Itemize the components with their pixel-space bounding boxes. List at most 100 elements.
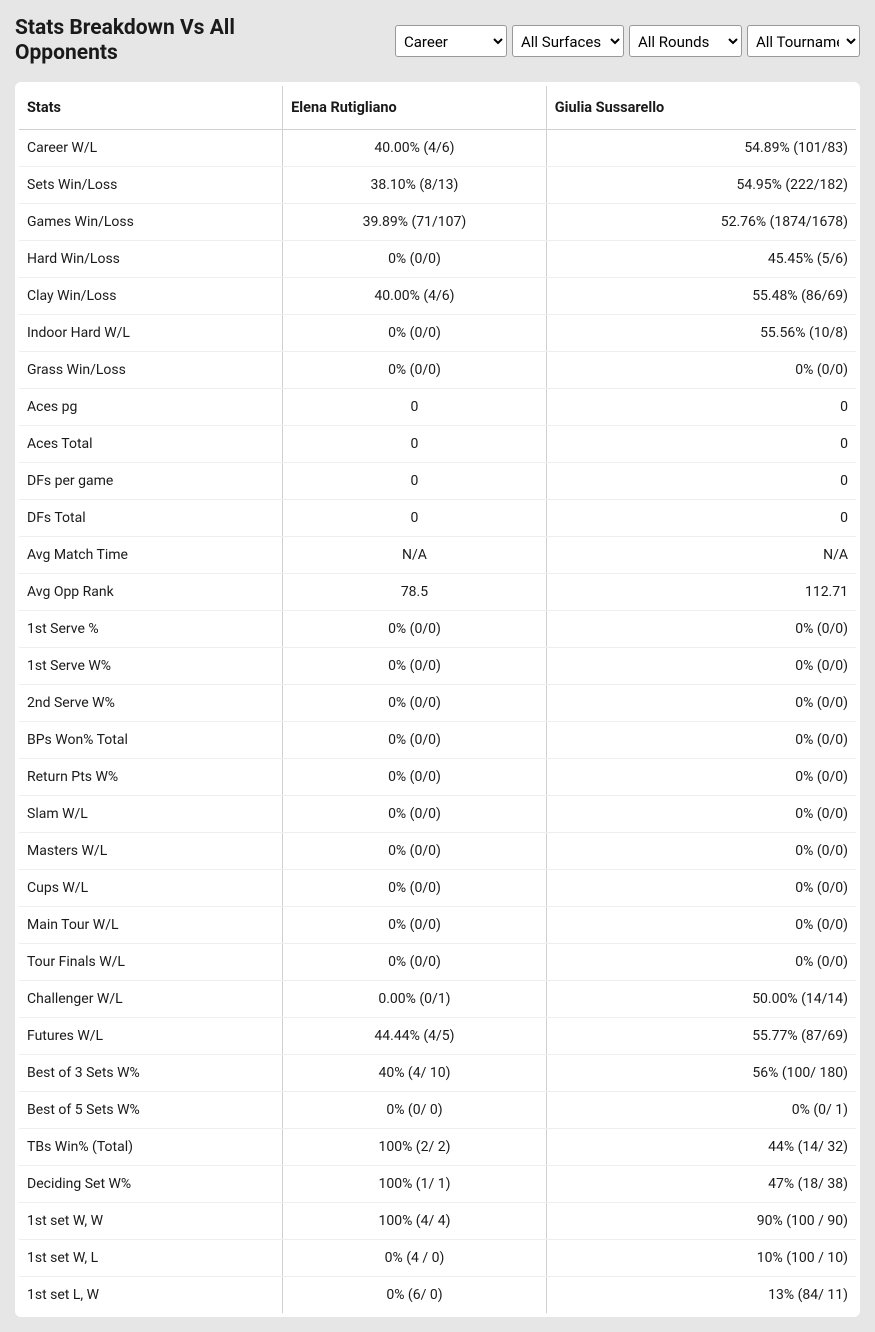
- surface-select[interactable]: All Surfaces: [512, 25, 624, 57]
- stat-value: 40.00% (4/6): [283, 278, 547, 315]
- stat-value: 0: [546, 389, 856, 426]
- stat-label: Aces pg: [19, 389, 283, 426]
- table-row: TBs Win% (Total)100% (2/ 2)44% (14/ 32): [19, 1129, 856, 1166]
- page-title: Stats Breakdown Vs All Opponents: [15, 16, 315, 66]
- stat-label: Avg Match Time: [19, 537, 283, 574]
- stat-value: 0% (0/0): [283, 796, 547, 833]
- stat-label: Avg Opp Rank: [19, 574, 283, 611]
- stat-label: Main Tour W/L: [19, 907, 283, 944]
- stat-value: 56% (100/ 180): [546, 1055, 856, 1092]
- table-row: Best of 5 Sets W%0% (0/ 0)0% (0/ 1): [19, 1092, 856, 1129]
- stat-value: 100% (1/ 1): [283, 1166, 547, 1203]
- stat-label: DFs per game: [19, 463, 283, 500]
- stat-value: 0% (0/0): [283, 833, 547, 870]
- stat-value: 10% (100 / 10): [546, 1240, 856, 1277]
- stat-value: 0% (0/0): [283, 907, 547, 944]
- stat-label: Grass Win/Loss: [19, 352, 283, 389]
- stat-value: 0% (0/0): [283, 648, 547, 685]
- stat-label: Indoor Hard W/L: [19, 315, 283, 352]
- table-row: Masters W/L0% (0/0)0% (0/0): [19, 833, 856, 870]
- round-select[interactable]: All Rounds: [629, 25, 742, 57]
- table-row: Cups W/L0% (0/0)0% (0/0): [19, 870, 856, 907]
- stat-label: Clay Win/Loss: [19, 278, 283, 315]
- table-row: DFs Total00: [19, 500, 856, 537]
- stat-value: 0% (0/ 0): [283, 1092, 547, 1129]
- stat-value: 45.45% (5/6): [546, 241, 856, 278]
- stat-value: 0: [546, 426, 856, 463]
- stat-label: 1st Serve %: [19, 611, 283, 648]
- col-header-stats: Stats: [19, 86, 283, 130]
- table-row: Futures W/L44.44% (4/5)55.77% (87/69): [19, 1018, 856, 1055]
- stat-value: 0% (0/0): [546, 611, 856, 648]
- stat-label: Return Pts W%: [19, 759, 283, 796]
- stat-label: Career W/L: [19, 130, 283, 167]
- stat-value: 0% (0/0): [283, 944, 547, 981]
- table-row: Tour Finals W/L0% (0/0)0% (0/0): [19, 944, 856, 981]
- col-header-player1: Elena Rutigliano: [283, 86, 547, 130]
- tournament-select[interactable]: All Tournaments: [747, 25, 860, 57]
- stat-value: 40% (4/ 10): [283, 1055, 547, 1092]
- career-select[interactable]: Career: [395, 25, 507, 57]
- stat-value: 0: [283, 426, 547, 463]
- col-header-player2: Giulia Sussarello: [546, 86, 856, 130]
- stat-value: 54.95% (222/182): [546, 167, 856, 204]
- table-row: BPs Won% Total0% (0/0)0% (0/0): [19, 722, 856, 759]
- table-row: 1st Serve W%0% (0/0)0% (0/0): [19, 648, 856, 685]
- stat-value: N/A: [283, 537, 547, 574]
- table-row: Sets Win/Loss38.10% (8/13)54.95% (222/18…: [19, 167, 856, 204]
- stat-value: 44.44% (4/5): [283, 1018, 547, 1055]
- stat-value: 52.76% (1874/1678): [546, 204, 856, 241]
- stat-value: 0% (0/0): [546, 352, 856, 389]
- stat-label: 1st set L, W: [19, 1277, 283, 1314]
- table-row: Hard Win/Loss0% (0/0)45.45% (5/6): [19, 241, 856, 278]
- table-row: 1st set W, W100% (4/ 4)90% (100 / 90): [19, 1203, 856, 1240]
- table-row: Avg Match TimeN/AN/A: [19, 537, 856, 574]
- stat-label: Best of 5 Sets W%: [19, 1092, 283, 1129]
- table-row: Aces pg00: [19, 389, 856, 426]
- stat-label: Games Win/Loss: [19, 204, 283, 241]
- stat-value: 0: [283, 389, 547, 426]
- table-row: Aces Total00: [19, 426, 856, 463]
- table-row: Grass Win/Loss0% (0/0)0% (0/0): [19, 352, 856, 389]
- stat-value: 0% (0/0): [283, 685, 547, 722]
- stat-value: 0: [546, 500, 856, 537]
- filter-controls: Career All Surfaces All Rounds All Tourn…: [395, 25, 860, 57]
- stat-label: 1st set W, W: [19, 1203, 283, 1240]
- table-row: Main Tour W/L0% (0/0)0% (0/0): [19, 907, 856, 944]
- stat-value: 0: [283, 500, 547, 537]
- table-row: Slam W/L0% (0/0)0% (0/0): [19, 796, 856, 833]
- stat-value: 0% (0/0): [283, 722, 547, 759]
- table-row: Challenger W/L0.00% (0/1)50.00% (14/14): [19, 981, 856, 1018]
- stat-value: 0% (0/0): [283, 870, 547, 907]
- stat-value: 50.00% (14/14): [546, 981, 856, 1018]
- stat-value: 0: [546, 463, 856, 500]
- stat-label: BPs Won% Total: [19, 722, 283, 759]
- stat-value: 0% (4 / 0): [283, 1240, 547, 1277]
- stat-value: 0% (0/0): [546, 796, 856, 833]
- table-header-row: Stats Elena Rutigliano Giulia Sussarello: [19, 86, 856, 130]
- table-row: Games Win/Loss39.89% (71/107)52.76% (187…: [19, 204, 856, 241]
- stat-label: Challenger W/L: [19, 981, 283, 1018]
- table-row: Indoor Hard W/L0% (0/0)55.56% (10/8): [19, 315, 856, 352]
- stat-value: 47% (18/ 38): [546, 1166, 856, 1203]
- stat-label: Aces Total: [19, 426, 283, 463]
- stat-label: Masters W/L: [19, 833, 283, 870]
- stat-label: Slam W/L: [19, 796, 283, 833]
- stat-value: 0% (0/0): [283, 759, 547, 796]
- stat-value: 0: [283, 463, 547, 500]
- stat-label: TBs Win% (Total): [19, 1129, 283, 1166]
- stat-value: 54.89% (101/83): [546, 130, 856, 167]
- stat-value: 0% (0/0): [546, 685, 856, 722]
- stat-value: 0% (0/0): [546, 833, 856, 870]
- stat-label: Deciding Set W%: [19, 1166, 283, 1203]
- stat-value: 44% (14/ 32): [546, 1129, 856, 1166]
- table-row: 1st set L, W0% (6/ 0)13% (84/ 11): [19, 1277, 856, 1314]
- stat-value: 0% (0/ 1): [546, 1092, 856, 1129]
- stat-value: 55.77% (87/69): [546, 1018, 856, 1055]
- stat-value: 0.00% (0/1): [283, 981, 547, 1018]
- stat-value: 0% (0/0): [546, 907, 856, 944]
- stat-value: N/A: [546, 537, 856, 574]
- table-row: Return Pts W%0% (0/0)0% (0/0): [19, 759, 856, 796]
- stat-value: 13% (84/ 11): [546, 1277, 856, 1314]
- table-row: DFs per game00: [19, 463, 856, 500]
